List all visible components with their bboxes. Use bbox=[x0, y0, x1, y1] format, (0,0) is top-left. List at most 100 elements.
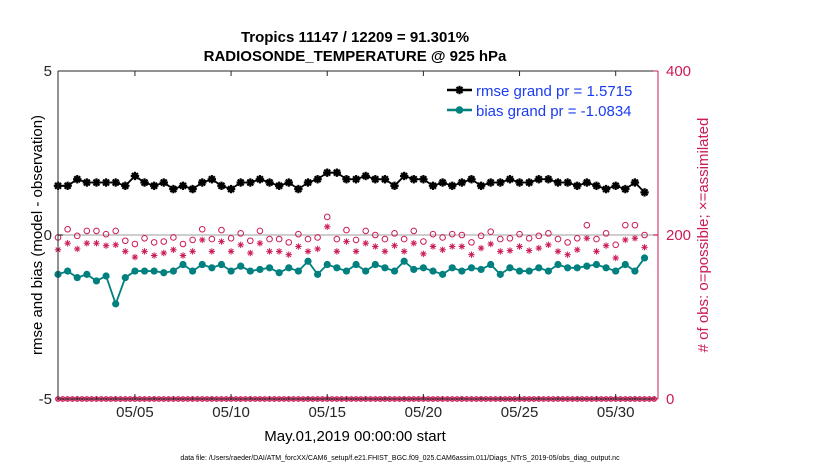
obs-assimilated-point bbox=[324, 223, 331, 230]
obs-possible-point bbox=[352, 236, 360, 244]
x-tick-label: 05/05 bbox=[116, 404, 154, 421]
obs-assimilated-point-stroke bbox=[305, 248, 311, 255]
obs-assimilated-point-stroke bbox=[141, 248, 148, 255]
obs-assimilated-point-stroke bbox=[545, 242, 552, 248]
obs-assimilated-point bbox=[304, 248, 312, 255]
bias-point bbox=[275, 269, 283, 277]
obs-assimilated-point-stroke bbox=[363, 240, 369, 246]
rmse-point-stroke bbox=[140, 178, 149, 187]
rmse-point bbox=[140, 178, 149, 187]
rmse-point bbox=[544, 175, 553, 184]
rmse-point bbox=[63, 181, 72, 190]
obs-assimilated-point-stroke bbox=[603, 243, 609, 249]
bias-point bbox=[573, 264, 581, 272]
rmse-point bbox=[313, 175, 322, 184]
obs-possible-point bbox=[93, 227, 100, 235]
chart-title: Tropics 11147 / 12209 = 91.301% bbox=[241, 29, 469, 46]
obs-assimilated-point-stroke bbox=[238, 242, 244, 248]
obs-assimilated-point bbox=[410, 240, 417, 247]
bias-point bbox=[160, 269, 168, 277]
obs-possible-point bbox=[545, 230, 552, 237]
obs-assimilated-point-stroke bbox=[449, 243, 455, 250]
obs-assimilated-point bbox=[199, 236, 206, 244]
bias-point bbox=[439, 270, 447, 278]
obs-possible-point bbox=[525, 234, 533, 242]
rmse-point bbox=[582, 178, 592, 187]
obs-assimilated-point-stroke bbox=[468, 252, 475, 258]
obs-assimilated-point bbox=[535, 244, 542, 252]
rmse-point bbox=[351, 175, 361, 184]
obs-assimilated-point bbox=[574, 246, 581, 253]
rmse-point bbox=[217, 181, 226, 190]
obs-possible-point bbox=[343, 226, 350, 234]
rmse-point-stroke bbox=[554, 178, 562, 187]
bias-point bbox=[612, 267, 620, 275]
obs-possible-point bbox=[333, 235, 341, 243]
obs-assimilated-point-stroke bbox=[334, 248, 340, 255]
obs-assimilated-point-stroke bbox=[93, 240, 100, 246]
legend-label-bias: bias grand pr = -1.0834 bbox=[476, 103, 632, 120]
rmse-point bbox=[640, 188, 649, 197]
rmse-point-stroke bbox=[400, 172, 408, 180]
bias-point bbox=[169, 267, 177, 275]
rmse-point-stroke bbox=[227, 185, 235, 193]
bias-point bbox=[333, 264, 341, 272]
obs-possible-point bbox=[314, 234, 321, 241]
obs-possible-point bbox=[323, 213, 331, 221]
rmse-point-stroke bbox=[506, 175, 514, 183]
rmse-point bbox=[457, 178, 467, 187]
obs-possible-point bbox=[554, 235, 562, 243]
bias-point bbox=[92, 277, 101, 285]
bias-point bbox=[535, 264, 543, 272]
rmse-point-stroke bbox=[544, 175, 553, 183]
rmse-point bbox=[563, 178, 572, 187]
bias-point bbox=[83, 270, 91, 278]
rmse-point bbox=[188, 184, 197, 194]
obs-possible-point bbox=[516, 230, 523, 238]
obs-assimilated-point bbox=[391, 242, 398, 249]
bias-point bbox=[544, 267, 552, 275]
obs-assimilated-point bbox=[314, 245, 321, 253]
rmse-point bbox=[515, 178, 524, 187]
rmse-point-stroke bbox=[160, 178, 168, 187]
obs-possible-point bbox=[285, 239, 293, 246]
bias-point bbox=[390, 267, 399, 275]
rmse-point bbox=[169, 184, 178, 194]
obs-assimilated-point-stroke bbox=[353, 248, 359, 255]
rmse-point-stroke bbox=[467, 175, 476, 183]
bias-point bbox=[198, 260, 206, 269]
obs-possible-point bbox=[170, 234, 177, 241]
obs-assimilated-point bbox=[439, 246, 446, 253]
rmse-point bbox=[207, 175, 217, 184]
rmse-point-stroke bbox=[275, 182, 283, 190]
rmse-point bbox=[467, 175, 476, 184]
bias-point bbox=[352, 260, 360, 269]
rmse-point bbox=[524, 178, 534, 187]
bias-point bbox=[631, 267, 639, 275]
obs-assimilated-point-stroke bbox=[247, 250, 253, 256]
rmse-point-stroke bbox=[477, 182, 485, 190]
obs-assimilated-point bbox=[593, 248, 600, 255]
obs-assimilated-point bbox=[131, 253, 139, 261]
rmse-point bbox=[198, 178, 207, 187]
rmse-point-stroke bbox=[217, 182, 226, 190]
y2-tick-label: 0 bbox=[666, 391, 674, 408]
x-tick-label: 05/15 bbox=[308, 404, 346, 421]
rmse-point-stroke bbox=[323, 168, 331, 177]
obs-assimilated-point bbox=[141, 248, 148, 255]
bias-point bbox=[477, 265, 485, 274]
rmse-point-stroke bbox=[486, 178, 495, 187]
obs-assimilated-point bbox=[564, 251, 571, 258]
rmse-point bbox=[361, 171, 370, 181]
rmse-point-stroke bbox=[535, 175, 543, 183]
obs-possible-point bbox=[497, 235, 504, 243]
rmse-point bbox=[553, 178, 563, 187]
bias-point bbox=[227, 267, 235, 275]
rmse-point bbox=[73, 175, 82, 184]
bias-point bbox=[429, 267, 437, 275]
obs-possible-point bbox=[487, 228, 494, 236]
rmse-point-stroke bbox=[179, 182, 187, 190]
rmse-point-stroke bbox=[111, 178, 120, 187]
bias-point bbox=[256, 265, 264, 274]
rmse-point bbox=[419, 175, 428, 184]
